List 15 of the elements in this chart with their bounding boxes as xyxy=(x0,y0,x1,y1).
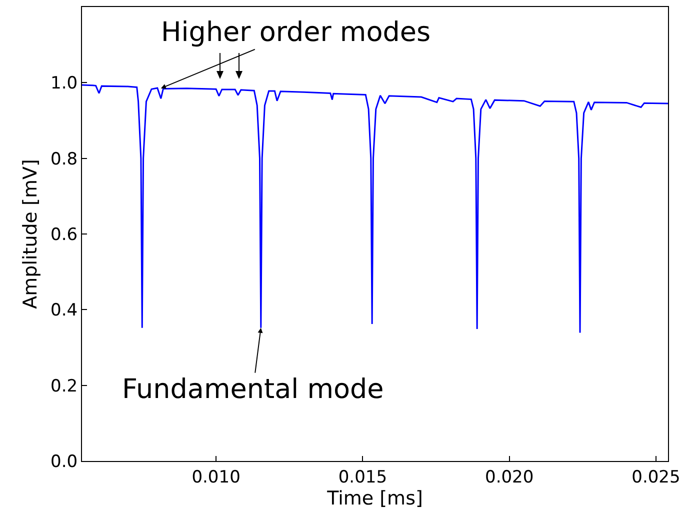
y-axis-title: Amplitude [mV] xyxy=(19,159,42,309)
x-tick-label: 0.020 xyxy=(484,467,534,488)
y-tick-label: 0.8 xyxy=(50,149,78,170)
line-series xyxy=(82,84,668,334)
x-axis-title: Time [ms] xyxy=(326,487,423,510)
y-tick-label: 0.6 xyxy=(50,224,78,245)
y-tick-label: 0.2 xyxy=(50,376,78,396)
x-tick-label: 0.025 xyxy=(632,467,680,488)
y-tick-label: 0.0 xyxy=(50,452,78,472)
y-tick-label: 0.4 xyxy=(50,300,78,321)
annotation: Higher order modes xyxy=(161,17,431,48)
x-tick-label: 0.010 xyxy=(192,467,240,488)
x-tick-label: 0.015 xyxy=(338,467,388,488)
y-tick-label: 1.0 xyxy=(50,74,78,94)
annotation: Fundamental mode xyxy=(122,374,384,405)
